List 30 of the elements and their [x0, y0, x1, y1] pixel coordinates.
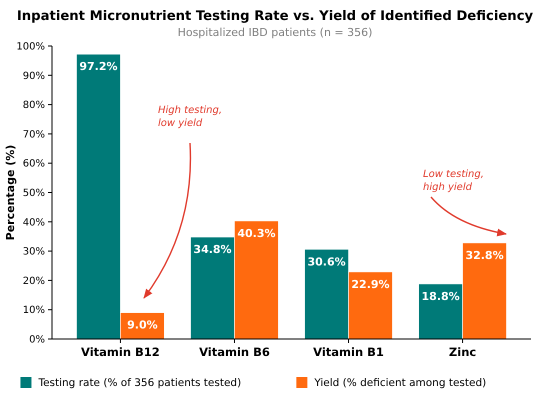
y-tick-label: 30%: [22, 246, 45, 258]
data-label: 40.3%: [237, 226, 276, 240]
data-label: 18.8%: [422, 290, 460, 303]
y-tick-label: 70%: [22, 129, 45, 140]
x-tick-label: Zinc: [448, 345, 476, 359]
x-tick-label: Vitamin B12: [81, 345, 160, 359]
data-label: 22.9%: [351, 278, 390, 291]
data-label: 32.8%: [465, 248, 504, 262]
y-tick-label: 20%: [22, 276, 45, 287]
y-tick-label: 90%: [22, 70, 45, 82]
y-tick-label: 40%: [22, 217, 45, 228]
annotation: High testing, low yield: [158, 105, 222, 129]
chart-title: Inpatient Micronutrient Testing Rate vs. Yield of Identified Deficiency: [16, 9, 534, 24]
data-label: 30.6%: [307, 255, 346, 268]
annotation: Low testing, high yield: [423, 169, 484, 193]
chart-subtitle: Hospitalized IBD patients (n = 356): [178, 26, 372, 39]
y-tick-label: 50%: [22, 188, 45, 199]
data-label: 9.0%: [127, 318, 158, 332]
y-axis-title: Percentage (%): [4, 144, 17, 240]
y-tick-label: 60%: [22, 158, 45, 170]
y-tick-label: 100%: [16, 42, 45, 52]
x-tick-label: Vitamin B6: [199, 345, 270, 359]
legend-label: Yield (% deficient among tested): [313, 377, 486, 389]
legend-label: Testing rate (% of 356 patients tested): [37, 377, 242, 389]
x-tick-label: Vitamin B1: [313, 345, 384, 359]
data-label: 34.8%: [193, 243, 232, 256]
y-tick-label: 80%: [22, 100, 45, 112]
y-tick-label: 0%: [29, 334, 45, 346]
y-tick-label: 10%: [22, 305, 45, 316]
data-label: 97.2%: [79, 60, 118, 74]
